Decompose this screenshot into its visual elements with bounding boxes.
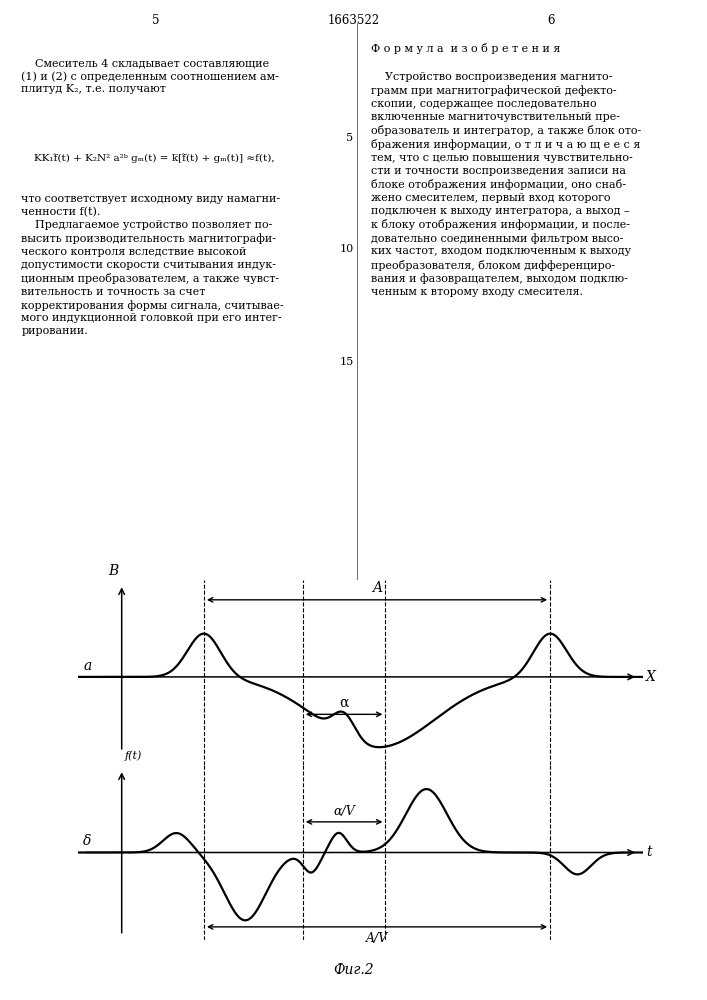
Text: Фиг.2: Фиг.2: [333, 963, 374, 977]
Text: X: X: [646, 670, 656, 684]
Text: KK₁f̂(t) + K₂N² a²ᵇ gₘ(t) = k̅[f̂(t) + gₘ(t)] ≈f(t),: KK₁f̂(t) + K₂N² a²ᵇ gₘ(t) = k̅[f̂(t) + g…: [21, 154, 275, 163]
Text: 15: 15: [339, 357, 354, 367]
Text: A/V: A/V: [366, 932, 388, 945]
Text: α: α: [339, 696, 349, 710]
Text: что соответствует исходному виду намагни-
ченности f(t).
    Предлагаемое устрой: что соответствует исходному виду намагни…: [21, 194, 284, 336]
Text: 5: 5: [346, 133, 354, 143]
Text: t: t: [646, 846, 652, 859]
Text: α/V: α/V: [333, 805, 355, 818]
Text: 1663522: 1663522: [327, 14, 380, 27]
Text: 6: 6: [548, 14, 555, 27]
Text: Ф о р м у л а  и з о б р е т е н и я: Ф о р м у л а и з о б р е т е н и я: [371, 43, 561, 54]
Text: Смеситель 4 складывает составляющие
(1) и (2) с определенным соотношением ам-
пл: Смеситель 4 складывает составляющие (1) …: [21, 58, 279, 94]
Text: 5: 5: [152, 14, 159, 27]
Text: a: a: [83, 658, 91, 672]
Text: f(t): f(t): [124, 750, 142, 761]
Text: 10: 10: [339, 244, 354, 254]
Text: A: A: [372, 581, 382, 595]
Text: B: B: [109, 564, 119, 578]
Text: δ: δ: [83, 834, 92, 848]
Text: Устройство воспроизведения магнито-
грамм при магнитографической дефекто-
скопии: Устройство воспроизведения магнито- грам…: [371, 73, 641, 297]
